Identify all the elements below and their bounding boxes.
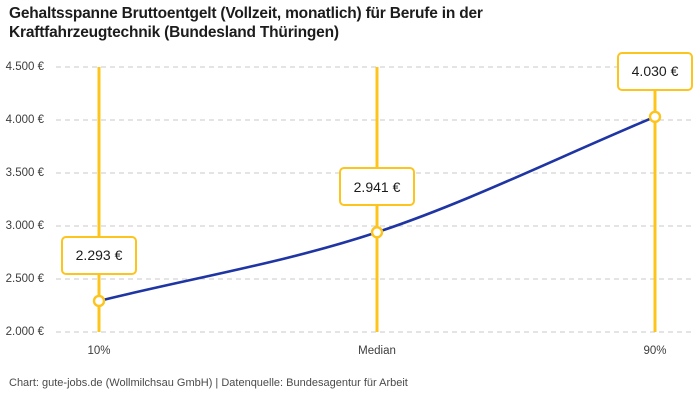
chart-title: Gehaltsspanne Bruttoentgelt (Vollzeit, m… (9, 4, 649, 42)
x-axis-label-10pct: 10% (87, 345, 111, 357)
value-label-90pct: 4.030 € (631, 63, 679, 80)
y-axis-tick-label: 4.500 € (5, 61, 44, 73)
y-axis-tick-label: 3.500 € (5, 167, 44, 179)
value-label-box-90pct: 4.030 € (617, 51, 693, 91)
data-point-marker-10% (92, 294, 106, 308)
y-axis-tick-label: 2.500 € (5, 273, 44, 285)
chart-title-line-1: Gehaltsspanne Bruttoentgelt (Vollzeit, m… (9, 5, 483, 22)
value-label-10pct: 2.293 € (75, 247, 123, 264)
x-axis-label-90pct: 90% (643, 345, 667, 357)
data-point-marker-median (370, 226, 384, 239)
chart-title-line-2: Kraftfahrzeugtechnik (Bundesland Thüring… (9, 24, 339, 41)
value-label-box-10pct: 2.293 € (61, 235, 137, 275)
y-axis-tick-label: 3.000 € (5, 220, 44, 232)
x-axis-label-median: Median (358, 345, 396, 357)
data-point-marker-90% (648, 110, 662, 124)
y-axis-tick-label: 2.000 € (5, 326, 44, 338)
value-label-median: 2.941 € (353, 178, 401, 195)
attribution-text: Chart: gute-jobs.de (Wollmilchsau GmbH) … (9, 377, 408, 389)
value-label-box-median: 2.941 € (339, 167, 415, 207)
y-axis-tick-label: 4.000 € (5, 114, 44, 126)
